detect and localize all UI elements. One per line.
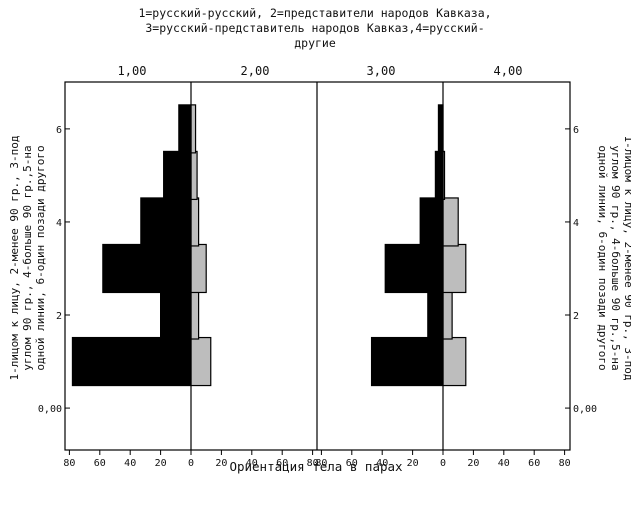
bar-g2-3,00-c1 [370, 336, 444, 387]
bar-g2-4,00-c2 [442, 290, 453, 340]
x-tick-label: 0 [440, 458, 446, 469]
panel-label-3: 3,00 [367, 64, 396, 78]
ylabel-right-line-1: 1-лицом к лицу, 2-менее 90 гр., 3-под [622, 135, 631, 380]
ylabel-right-line-2: углом 90 гр., 4-больше 90 гр.,5-на [609, 145, 622, 370]
chart-marks [71, 104, 467, 387]
title-line-2: 3=русский-представитель народов Кавказ,4… [145, 21, 484, 35]
x-axis-label: Ориентация тела в парах [229, 459, 403, 474]
panel-labels: 1,00 2,00 3,00 4,00 [118, 64, 523, 78]
bar-g2-3,00-c5 [434, 150, 444, 201]
bar-g1-2,00-c2 [190, 290, 200, 340]
x-tick-label: 40 [498, 458, 510, 469]
bar-g1-2,00-c4 [190, 197, 200, 247]
x-tick-label: 80 [307, 458, 319, 469]
y-axis-label-left: 1-лицом к лицу, 2-менее 90 гр., 3-под уг… [8, 135, 47, 380]
y-tick-label-right: 0,00 [573, 404, 597, 415]
y-tick-label-left: 2 [56, 311, 62, 322]
y-tick-label-left: 4 [56, 218, 62, 229]
x-tick-label: 20 [467, 458, 479, 469]
y-tick-label-left: 0,00 [38, 404, 62, 415]
panel-label-2: 2,00 [241, 64, 270, 78]
bar-g2-3,00-c4 [419, 197, 444, 247]
bar-g1-2,00-c6 [190, 104, 197, 154]
bar-g1-1,00-c3 [102, 243, 192, 294]
y-tick-label-right: 4 [573, 218, 579, 229]
y-tick-label-left: 6 [56, 125, 62, 136]
ylabel-left-line-2: углом 90 гр., 4-больше 90 гр.,5-на [21, 145, 34, 370]
bar-g1-2,00-c3 [190, 243, 207, 294]
x-tick-label: 80 [315, 458, 327, 469]
bar-g1-1,00-c6 [178, 104, 192, 154]
title-line-3: другие [294, 36, 336, 50]
bar-g1-1,00-c5 [163, 150, 192, 201]
y-tick-label-right: 6 [573, 125, 579, 136]
x-tick-label: 60 [94, 458, 106, 469]
y-tick-label-right: 2 [573, 311, 579, 322]
ylabel-right-line-3: одной линии, 6-один позади другого [596, 145, 609, 370]
bar-g2-3,00-c6 [437, 104, 444, 154]
bar-g1-1,00-c4 [140, 197, 192, 247]
x-tick-label: 60 [276, 458, 288, 469]
x-tick-label: 40 [246, 458, 258, 469]
y-axis-label-right: 1-лицом к лицу, 2-менее 90 гр., 3-под уг… [596, 135, 631, 380]
x-tick-label: 20 [215, 458, 227, 469]
bar-g2-4,00-c1 [442, 336, 467, 387]
bar-g2-3,00-c2 [427, 290, 444, 340]
x-tick-label: 40 [376, 458, 388, 469]
panel-label-1: 1,00 [118, 64, 147, 78]
x-tick-label: 60 [528, 458, 540, 469]
x-tick-label: 20 [155, 458, 167, 469]
x-tick-label: 20 [407, 458, 419, 469]
bar-g2-3,00-c3 [384, 243, 444, 294]
x-tick-label: 80 [63, 458, 75, 469]
x-tick-label: 60 [346, 458, 358, 469]
ylabel-left-line-3: одной линии, 6-один позади другого [34, 145, 47, 370]
bar-g1-1,00-c1 [71, 336, 192, 387]
ylabel-left-line-1: 1-лицом к лицу, 2-менее 90 гр., 3-под [8, 135, 21, 380]
x-tick-label: 80 [559, 458, 571, 469]
panel-label-4: 4,00 [494, 64, 523, 78]
chart-title: 1=русский-русский, 2=представители народ… [138, 6, 491, 50]
x-tick-label: 40 [124, 458, 136, 469]
bar-g2-4,00-c3 [442, 243, 467, 294]
title-line-1: 1=русский-русский, 2=представители народ… [138, 6, 491, 20]
bar-g1-2,00-c5 [190, 150, 198, 201]
bar-g1-2,00-c1 [190, 336, 212, 387]
x-tick-label: 0 [188, 458, 194, 469]
bar-g2-4,00-c4 [442, 197, 459, 247]
bar-g1-1,00-c2 [160, 290, 192, 340]
